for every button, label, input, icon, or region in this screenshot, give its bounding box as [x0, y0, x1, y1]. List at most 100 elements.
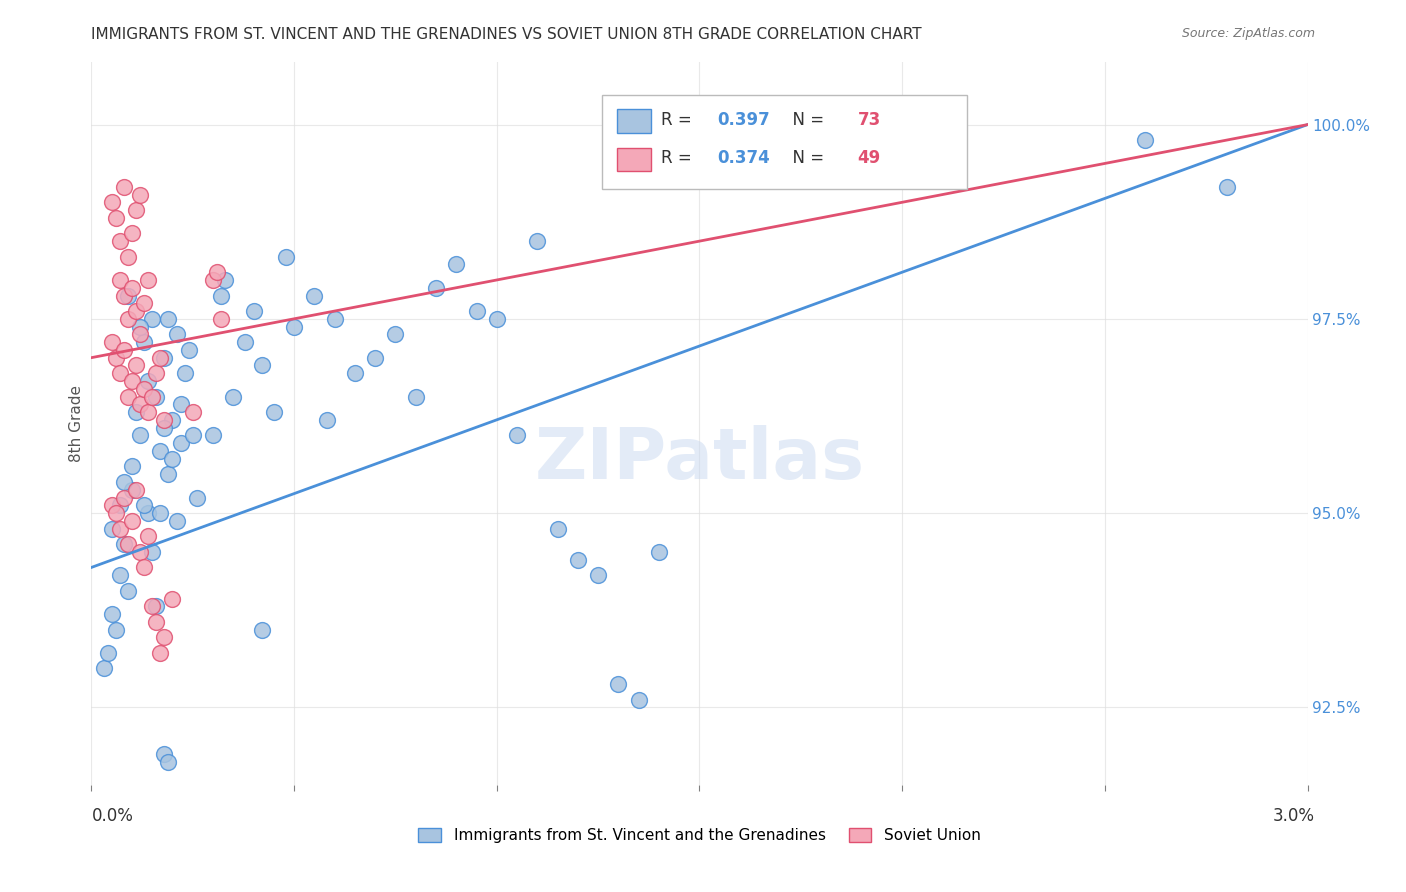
Point	[112, 179, 135, 194]
Point	[136, 374, 159, 388]
Point	[547, 522, 569, 536]
Point	[567, 552, 589, 566]
Point	[250, 623, 273, 637]
Text: 0.374: 0.374	[717, 149, 770, 167]
Bar	[602, 95, 967, 189]
Point	[117, 288, 139, 302]
Point	[125, 304, 148, 318]
Point	[149, 506, 172, 520]
Point	[121, 483, 143, 497]
Point	[222, 390, 245, 404]
Text: 73: 73	[858, 111, 880, 128]
Point	[141, 599, 163, 614]
Point	[108, 234, 131, 248]
Point	[121, 281, 143, 295]
Point	[465, 304, 488, 318]
Point	[141, 390, 163, 404]
Point	[112, 343, 135, 357]
Point	[93, 661, 115, 675]
Point	[132, 335, 155, 350]
Point	[112, 475, 135, 489]
Point	[108, 366, 131, 380]
Point	[405, 390, 427, 404]
Point	[97, 646, 120, 660]
Point	[648, 545, 671, 559]
Point	[315, 413, 337, 427]
Point	[304, 288, 326, 302]
Point	[100, 607, 122, 621]
Point	[145, 366, 167, 380]
Point	[153, 420, 176, 434]
Point	[136, 506, 159, 520]
Point	[129, 319, 152, 334]
Point	[209, 311, 232, 326]
Point	[162, 413, 184, 427]
Point	[586, 568, 609, 582]
Point	[181, 405, 204, 419]
Point	[162, 451, 184, 466]
Point	[129, 545, 152, 559]
Point	[125, 359, 148, 373]
Point	[149, 443, 172, 458]
Point	[125, 483, 148, 497]
Point	[108, 498, 131, 512]
Point	[129, 187, 152, 202]
Point	[112, 537, 135, 551]
Point	[129, 327, 152, 342]
Point	[186, 491, 208, 505]
Point	[100, 498, 122, 512]
Point	[149, 646, 172, 660]
Bar	[617, 110, 651, 133]
Point	[104, 506, 127, 520]
Point	[166, 514, 188, 528]
Text: 3.0%: 3.0%	[1272, 807, 1315, 825]
Bar	[617, 148, 651, 171]
Point	[209, 288, 232, 302]
Point	[145, 615, 167, 629]
Point	[104, 623, 127, 637]
Point	[141, 545, 163, 559]
Point	[214, 273, 236, 287]
Point	[526, 234, 548, 248]
Point	[173, 366, 195, 380]
Point	[205, 265, 228, 279]
Point	[117, 250, 139, 264]
Text: IMMIGRANTS FROM ST. VINCENT AND THE GRENADINES VS SOVIET UNION 8TH GRADE CORRELA: IMMIGRANTS FROM ST. VINCENT AND THE GREN…	[91, 27, 922, 42]
Point	[132, 296, 155, 310]
Point	[117, 311, 139, 326]
Point	[136, 405, 159, 419]
Point	[425, 281, 447, 295]
Point	[607, 677, 630, 691]
Point	[169, 436, 191, 450]
Point	[100, 335, 122, 350]
Point	[343, 366, 366, 380]
Text: 49: 49	[858, 149, 880, 167]
Point	[100, 522, 122, 536]
Point	[108, 273, 131, 287]
Text: R =: R =	[661, 111, 696, 128]
Point	[1135, 133, 1157, 147]
Point	[145, 599, 167, 614]
Point	[384, 327, 406, 342]
Point	[506, 428, 529, 442]
Point	[201, 428, 224, 442]
Point	[121, 374, 143, 388]
Point	[153, 413, 176, 427]
Point	[136, 529, 159, 543]
Point	[157, 755, 180, 769]
Point	[444, 257, 467, 271]
Point	[283, 319, 305, 334]
Point	[132, 498, 155, 512]
Text: ZIPatlas: ZIPatlas	[534, 425, 865, 494]
Y-axis label: 8th Grade: 8th Grade	[69, 385, 84, 462]
Point	[145, 390, 167, 404]
Text: 0.397: 0.397	[717, 111, 770, 128]
Point	[157, 467, 180, 482]
Point	[136, 273, 159, 287]
Point	[104, 211, 127, 225]
Point	[112, 491, 135, 505]
Text: N =: N =	[782, 149, 830, 167]
Point	[117, 537, 139, 551]
Point	[149, 351, 172, 365]
Point	[242, 304, 264, 318]
